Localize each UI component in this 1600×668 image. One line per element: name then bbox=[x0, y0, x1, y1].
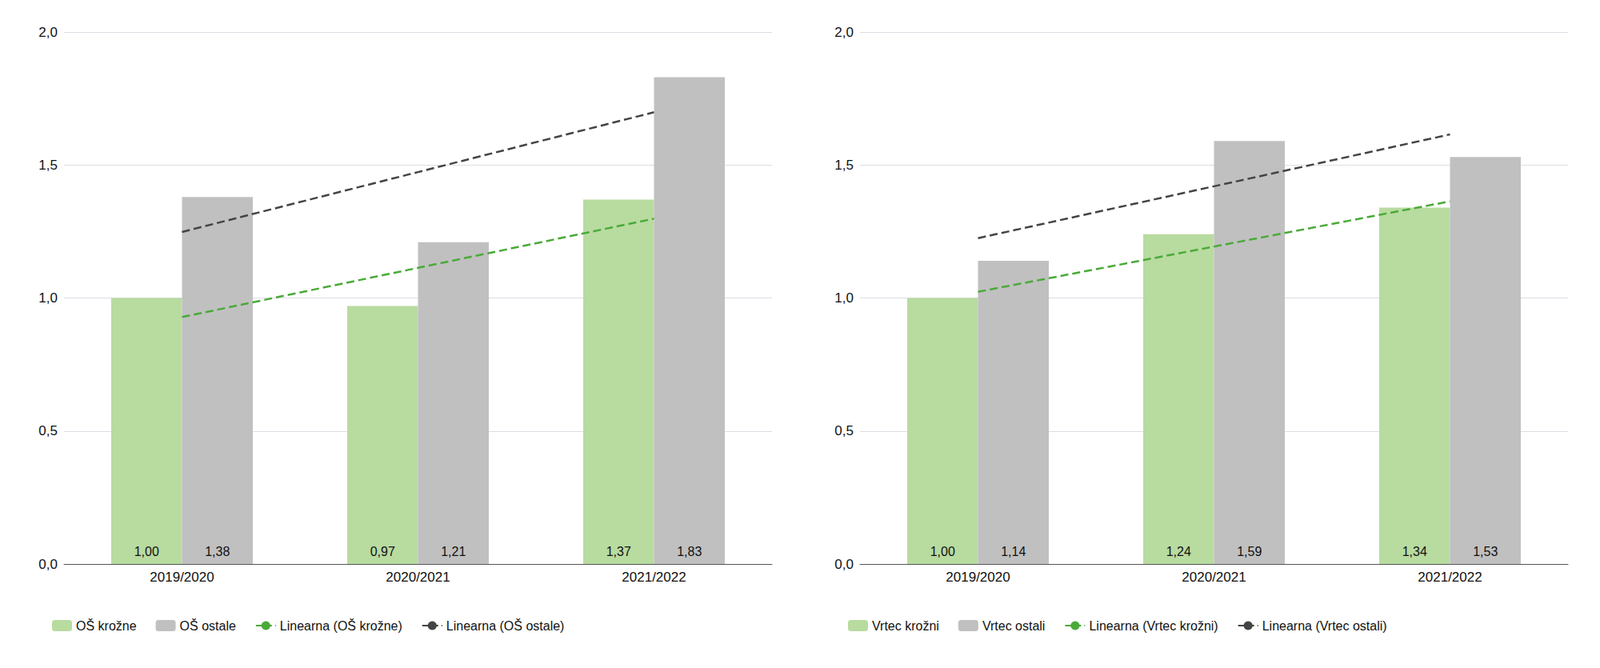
svg-text:2020/2021: 2020/2021 bbox=[1181, 569, 1246, 585]
svg-text:2019/2020: 2019/2020 bbox=[149, 569, 214, 585]
svg-text:1,0: 1,0 bbox=[38, 290, 58, 306]
svg-text:2,0: 2,0 bbox=[834, 24, 854, 40]
svg-text:1,14: 1,14 bbox=[1000, 544, 1026, 559]
svg-text:1,34: 1,34 bbox=[1402, 544, 1428, 559]
svg-text:0,97: 0,97 bbox=[370, 544, 396, 559]
svg-text:1,00: 1,00 bbox=[134, 544, 160, 559]
svg-text:1,37: 1,37 bbox=[606, 544, 632, 559]
svg-text:1,00: 1,00 bbox=[930, 544, 956, 559]
svg-text:2021/2022: 2021/2022 bbox=[621, 569, 686, 585]
svg-text:0,5: 0,5 bbox=[38, 423, 58, 439]
svg-text:OŠ krožne: OŠ krožne bbox=[76, 618, 137, 633]
svg-text:2,0: 2,0 bbox=[38, 24, 58, 40]
svg-text:1,59: 1,59 bbox=[1236, 544, 1262, 559]
svg-text:1,5: 1,5 bbox=[38, 157, 58, 173]
svg-text:Vrtec ostali: Vrtec ostali bbox=[982, 619, 1046, 633]
svg-text:1,5: 1,5 bbox=[834, 157, 854, 173]
svg-text:2019/2020: 2019/2020 bbox=[945, 569, 1010, 585]
svg-text:2021/2022: 2021/2022 bbox=[1417, 569, 1482, 585]
svg-text:1,0: 1,0 bbox=[834, 290, 854, 306]
svg-text:0,0: 0,0 bbox=[38, 556, 58, 572]
svg-text:1,24: 1,24 bbox=[1166, 544, 1192, 559]
svg-text:1,83: 1,83 bbox=[676, 544, 702, 559]
svg-text:Linearna (Vrtec krožni): Linearna (Vrtec krožni) bbox=[1088, 619, 1218, 633]
svg-text:1,38: 1,38 bbox=[204, 544, 230, 559]
svg-text:0,5: 0,5 bbox=[834, 423, 854, 439]
svg-text:1,21: 1,21 bbox=[440, 544, 466, 559]
svg-text:OŠ ostale: OŠ ostale bbox=[180, 618, 236, 633]
svg-text:0,0: 0,0 bbox=[834, 556, 854, 572]
svg-text:Linearna (OŠ krožne): Linearna (OŠ krožne) bbox=[280, 618, 403, 633]
svg-text:2020/2021: 2020/2021 bbox=[385, 569, 450, 585]
svg-text:1,53: 1,53 bbox=[1472, 544, 1498, 559]
svg-text:Vrtec krožni: Vrtec krožni bbox=[872, 619, 940, 633]
svg-text:Linearna (OŠ ostale): Linearna (OŠ ostale) bbox=[446, 618, 565, 633]
svg-text:Linearna (Vrtec ostali): Linearna (Vrtec ostali) bbox=[1262, 619, 1388, 633]
